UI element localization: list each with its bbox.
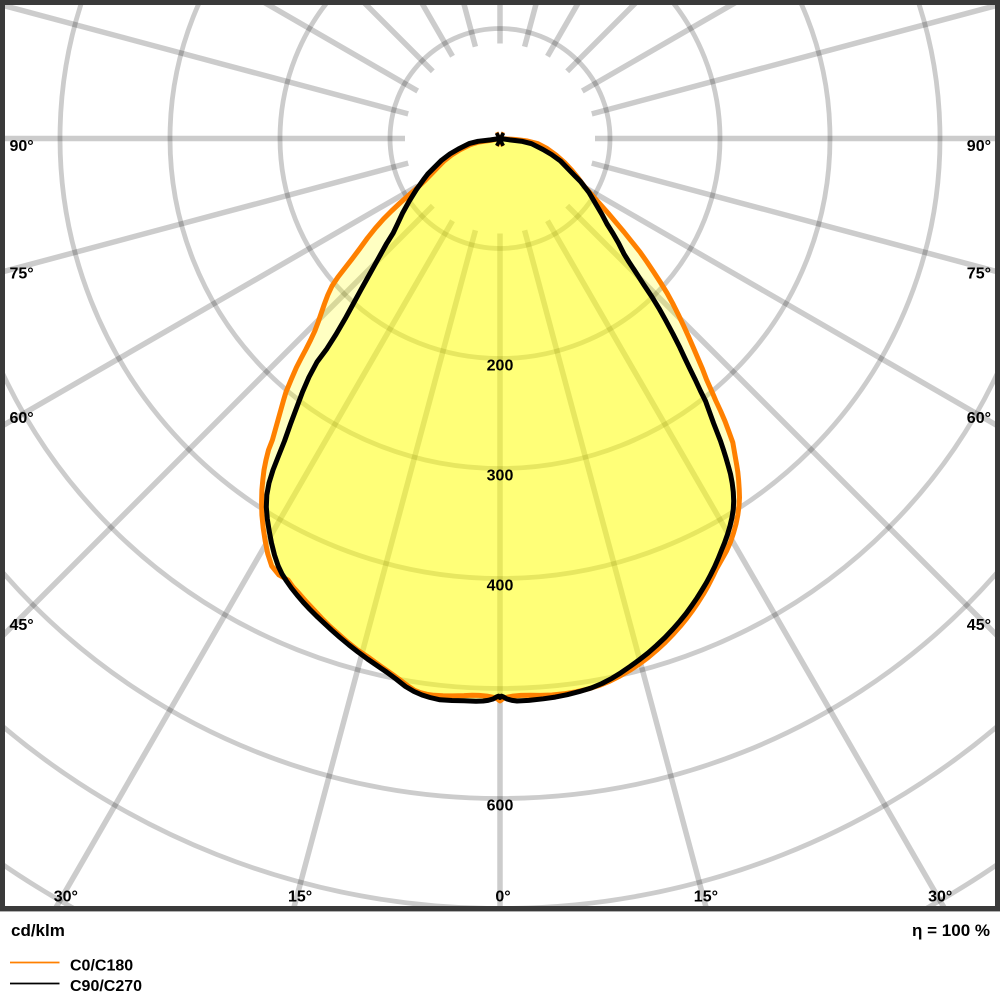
svg-text:400: 400	[487, 577, 514, 594]
svg-text:30°: 30°	[928, 889, 952, 906]
svg-text:90°: 90°	[967, 138, 991, 155]
svg-text:C0/C180: C0/C180	[70, 958, 133, 975]
svg-text:60°: 60°	[10, 410, 34, 427]
svg-text:0°: 0°	[495, 889, 510, 906]
svg-text:75°: 75°	[10, 266, 34, 283]
svg-text:45°: 45°	[967, 617, 991, 634]
svg-text:45°: 45°	[10, 617, 34, 634]
svg-text:15°: 15°	[288, 889, 312, 906]
svg-text:30°: 30°	[54, 889, 78, 906]
svg-text:75°: 75°	[967, 266, 991, 283]
svg-text:60°: 60°	[967, 410, 991, 427]
svg-text:15°: 15°	[694, 889, 718, 906]
svg-text:600: 600	[487, 797, 514, 814]
svg-text:cd/klm: cd/klm	[11, 921, 65, 940]
svg-text:C90/C270: C90/C270	[70, 978, 142, 995]
svg-text:200: 200	[487, 357, 514, 374]
svg-text:90°: 90°	[10, 138, 34, 155]
svg-text:η = 100 %: η = 100 %	[912, 921, 990, 940]
svg-text:300: 300	[487, 467, 514, 484]
